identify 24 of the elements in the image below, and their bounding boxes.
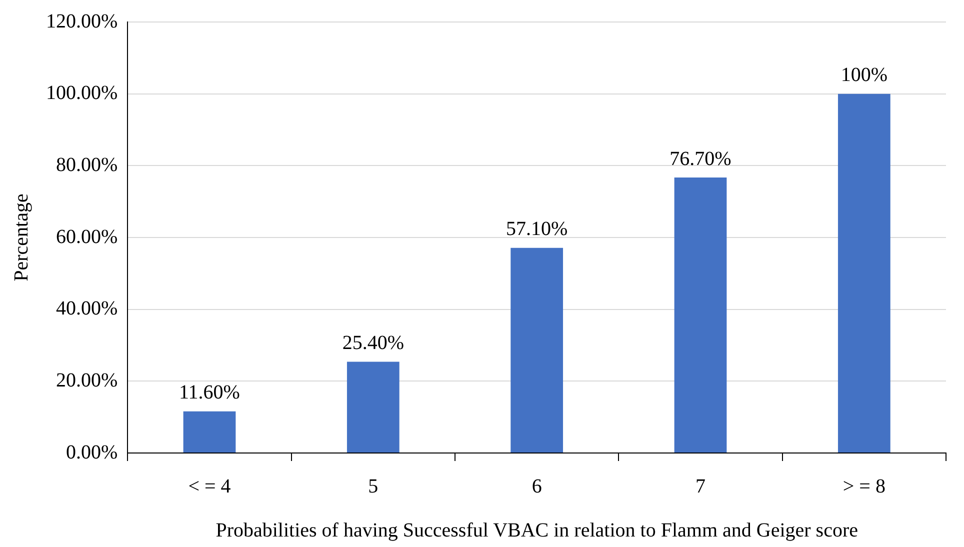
- y-axis-title: Percentage: [10, 194, 32, 282]
- data-label: 100%: [840, 64, 888, 86]
- x-tick-label: > = 8: [842, 475, 886, 498]
- data-label: 11.60%: [179, 382, 240, 404]
- y-tick-label: 60.00%: [56, 226, 118, 248]
- y-tick-label: 100.00%: [46, 82, 118, 104]
- data-label: 25.40%: [342, 332, 404, 354]
- data-label: 76.70%: [670, 148, 732, 170]
- x-tick-label: 6: [532, 475, 542, 498]
- x-axis-title: Probabilities of having Successful VBAC in relation to Flamm and Geiger score: [216, 519, 858, 542]
- x-tick-label: 5: [368, 475, 378, 498]
- bar: [510, 248, 564, 452]
- x-tick-label: < = 4: [188, 475, 231, 498]
- y-tick-label: 0.00%: [66, 441, 118, 464]
- y-tick-label: 40.00%: [56, 298, 118, 320]
- bar: [838, 94, 890, 452]
- bar: [674, 178, 727, 452]
- data-label: 57.10%: [506, 218, 568, 240]
- x-tick-label: 7: [696, 475, 706, 498]
- bar: [183, 411, 236, 452]
- bar: [346, 362, 400, 452]
- y-tick-label: 120.00%: [46, 10, 118, 32]
- y-tick-label: 20.00%: [56, 369, 118, 392]
- y-tick-label: 80.00%: [56, 154, 118, 176]
